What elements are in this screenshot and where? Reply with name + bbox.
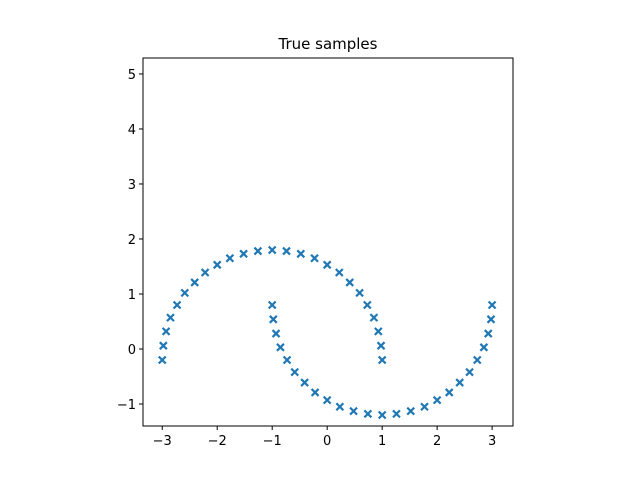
- y-tick-label: 1: [128, 288, 136, 303]
- x-tick-label: −2: [208, 434, 227, 449]
- point: [377, 355, 387, 365]
- y-tick-label: 5: [128, 68, 136, 83]
- point: [322, 395, 332, 405]
- point: [483, 329, 493, 338]
- point: [363, 300, 372, 310]
- point: [200, 268, 210, 277]
- point: [345, 278, 354, 287]
- point: [487, 300, 497, 310]
- point: [159, 341, 168, 350]
- y-tick-label: 3: [128, 178, 136, 193]
- x-tick-label: −3: [153, 434, 172, 449]
- point: [282, 246, 291, 256]
- point: [269, 315, 278, 324]
- point: [322, 260, 332, 270]
- point: [157, 355, 167, 365]
- point: [335, 402, 345, 412]
- point: [334, 268, 344, 277]
- chart-title: True samples: [278, 35, 378, 53]
- point: [392, 409, 401, 419]
- point: [300, 378, 309, 387]
- point: [225, 253, 235, 263]
- point: [479, 343, 489, 352]
- point: [282, 355, 292, 365]
- point: [406, 406, 416, 416]
- point: [253, 246, 263, 256]
- point: [432, 395, 442, 405]
- x-tick-label: 0: [323, 434, 331, 449]
- point: [267, 245, 277, 255]
- point: [465, 367, 474, 377]
- point: [271, 329, 281, 338]
- point: [172, 300, 182, 310]
- point: [355, 288, 364, 298]
- point: [161, 327, 171, 336]
- point: [472, 355, 482, 365]
- point: [369, 313, 379, 322]
- x-tick-label: −1: [263, 434, 282, 449]
- point: [296, 249, 306, 259]
- y-tick-label: 4: [128, 123, 136, 138]
- y-tick-label: −1: [117, 398, 136, 413]
- point: [212, 260, 222, 270]
- x-tick-label: 2: [433, 434, 441, 449]
- point: [276, 343, 285, 352]
- point: [444, 388, 454, 397]
- point: [166, 313, 175, 322]
- y-tick-label: 0: [128, 343, 136, 358]
- point: [267, 300, 277, 310]
- point: [455, 378, 464, 387]
- point: [420, 402, 429, 412]
- point: [190, 278, 199, 287]
- x-tick-label: 1: [378, 434, 386, 449]
- point: [349, 406, 358, 416]
- point: [290, 367, 300, 377]
- plot-frame: [142, 57, 514, 427]
- point: [376, 341, 386, 350]
- point: [239, 249, 248, 259]
- point: [310, 388, 320, 397]
- x-tick-label: 3: [488, 434, 496, 449]
- point: [310, 253, 319, 263]
- point: [486, 315, 496, 324]
- point: [363, 409, 373, 419]
- point: [374, 327, 383, 336]
- point: [377, 410, 387, 420]
- point: [180, 288, 190, 298]
- y-tick-label: 2: [128, 233, 136, 248]
